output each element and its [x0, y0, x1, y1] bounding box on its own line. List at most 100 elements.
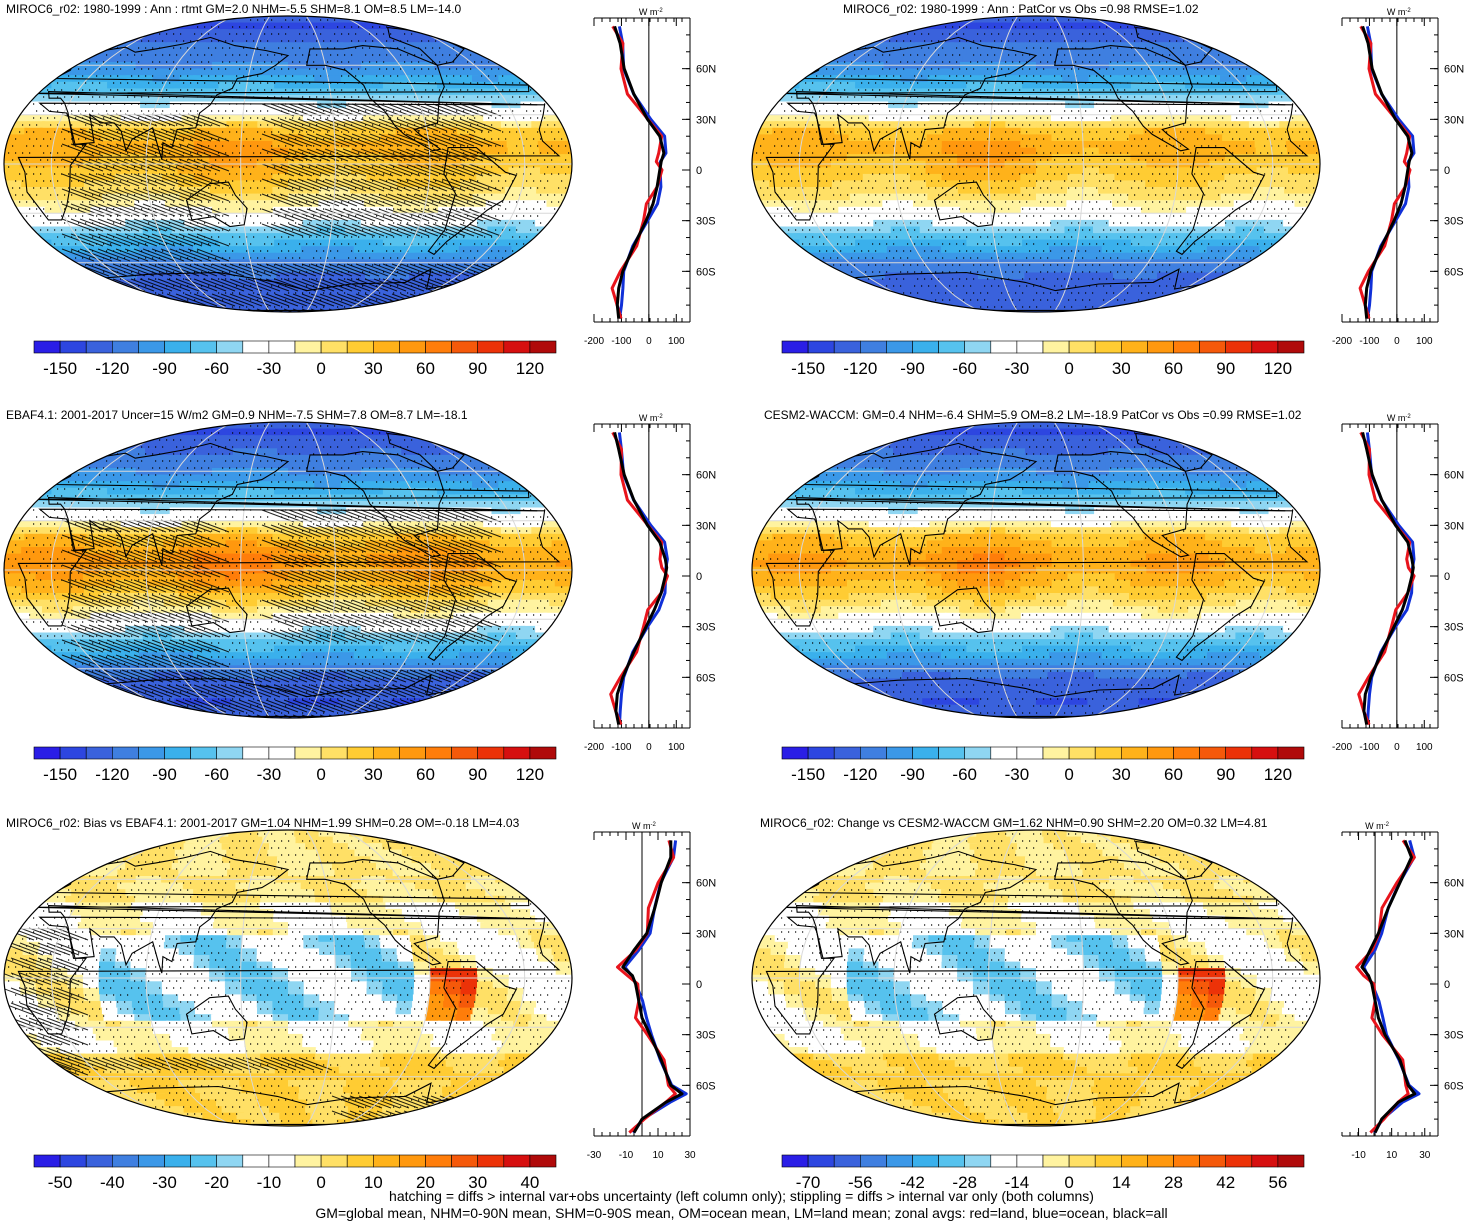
land-line [1360, 26, 1410, 318]
colorbar-cell [1226, 1155, 1252, 1167]
map-field [752, 16, 1321, 313]
unit-exponent: -2 [1384, 822, 1390, 828]
colorbar-cell [399, 341, 425, 353]
lat-label: 30S [696, 1030, 716, 1042]
lat-label: 30S [696, 216, 716, 228]
colorbar-cell [295, 341, 321, 353]
colorbar-cell [1017, 341, 1043, 353]
colorbar-cell [295, 1155, 321, 1167]
colorbar-label: -30 [257, 765, 282, 784]
colorbar-cell [191, 1155, 217, 1167]
all-line [623, 840, 682, 1132]
lat-label: 60N [696, 470, 716, 482]
colorbar-cell [530, 341, 556, 353]
lat-label: 60N [1444, 64, 1464, 76]
colorbar-cell [1278, 747, 1304, 759]
colorbar-cell [1069, 341, 1095, 353]
colorbar-cell [1095, 747, 1121, 759]
colorbar-label: -90 [900, 765, 925, 784]
colorbar-cell [1095, 341, 1121, 353]
lat-label: 0 [1444, 979, 1450, 991]
colorbar-cell [504, 1155, 530, 1167]
colorbar-cell [112, 747, 138, 759]
colorbar-cell [913, 747, 939, 759]
lat-label: 60S [696, 1080, 716, 1092]
colorbar-cell [860, 341, 886, 353]
unit-exponent: -2 [651, 822, 657, 828]
lat-label: 30N [696, 114, 716, 126]
colorbar-cell [269, 1155, 295, 1167]
colorbar-label: 60 [1164, 765, 1183, 784]
colorbar-cell [165, 341, 191, 353]
lat-label: 30N [696, 928, 716, 940]
colorbar-cell [86, 1155, 112, 1167]
land-line [618, 840, 676, 1132]
unit-exponent: -2 [657, 414, 663, 420]
colorbar-label: 0 [1064, 359, 1073, 378]
colorbar-cell [86, 747, 112, 759]
lat-label: 30N [1444, 114, 1464, 126]
colorbar-label: -150 [791, 765, 825, 784]
colorbar-label: 0 [316, 765, 325, 784]
colorbar-cell [1278, 341, 1304, 353]
world-map [750, 828, 1322, 1128]
colorbar: -150-120-90-60-300306090120150 [780, 746, 1310, 786]
unit-exponent: -2 [1405, 8, 1411, 14]
colorbar-label: -120 [95, 359, 129, 378]
colorbar-cell [1200, 341, 1226, 353]
colorbar-label: -120 [95, 765, 129, 784]
colorbar-cell [269, 747, 295, 759]
colorbar-cell [86, 341, 112, 353]
lat-label: 0 [1444, 165, 1450, 177]
colorbar-cell [834, 747, 860, 759]
x-tick-label: -200 [584, 742, 604, 753]
colorbar-cell [34, 341, 60, 353]
panel-2: MIROC6_r02: 1980-1999 : Ann : PatCor vs … [748, 0, 1483, 405]
x-tick-label: -200 [1332, 336, 1352, 347]
colorbar-cell [886, 341, 912, 353]
colorbar-cell [60, 341, 86, 353]
colorbar-cell [1069, 1155, 1095, 1167]
colorbar-cell [321, 341, 347, 353]
colorbar-cell [530, 1155, 556, 1167]
colorbar-cell [1043, 1155, 1069, 1167]
x-tick-label: 10 [652, 1150, 664, 1161]
panel-4: CESM2-WACCM: GM=0.4 NHM=-6.4 SHM=5.9 OM=… [748, 406, 1483, 811]
colorbar-cell [34, 747, 60, 759]
unit-label: W m-2 [1387, 413, 1411, 423]
colorbar-cell [165, 747, 191, 759]
colorbar-cell [1017, 747, 1043, 759]
lat-label: 30N [1444, 520, 1464, 532]
colorbar-label: -150 [43, 359, 77, 378]
colorbar-cell [782, 1155, 808, 1167]
colorbar-cell [939, 341, 965, 353]
colorbar-cell [138, 1155, 164, 1167]
lat-label: 60S [1444, 672, 1464, 684]
colorbar-cell [1174, 341, 1200, 353]
lat-label: 60N [1444, 470, 1464, 482]
x-tick-label: 100 [668, 336, 685, 347]
colorbar-cell [452, 747, 478, 759]
colorbar-cell [112, 341, 138, 353]
x-tick-label: 0 [1394, 742, 1400, 753]
colorbar: -150-120-90-60-300306090120150 [32, 340, 562, 380]
colorbar-label: 120 [1264, 765, 1292, 784]
colorbar-cell [965, 1155, 991, 1167]
colorbar-cell [321, 1155, 347, 1167]
colorbar-label: -150 [43, 765, 77, 784]
colorbar: -150-120-90-60-300306090120150 [780, 340, 1310, 380]
x-tick-label: -100 [1359, 336, 1379, 347]
lat-label: 0 [696, 979, 702, 991]
colorbar-label: -120 [843, 359, 877, 378]
x-tick-label: 0 [1394, 336, 1400, 347]
colorbar-cell [530, 747, 556, 759]
panel-1: MIROC6_r02: 1980-1999 : Ann : rtmt GM=2.… [0, 0, 740, 405]
colorbar-cell [1121, 1155, 1147, 1167]
colorbar-cell [1147, 1155, 1173, 1167]
colorbar-label: -30 [257, 359, 282, 378]
colorbar-cell [1174, 747, 1200, 759]
colorbar-cell [808, 341, 834, 353]
world-map [2, 14, 574, 314]
colorbar-label: -60 [204, 765, 229, 784]
